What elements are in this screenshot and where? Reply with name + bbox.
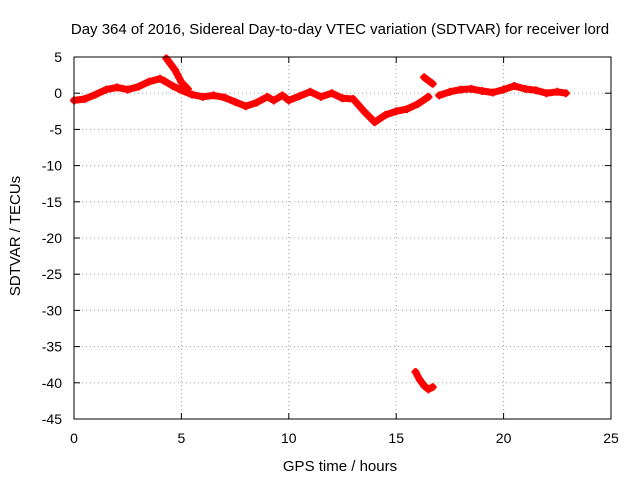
y-tick-label: -20 xyxy=(42,230,62,246)
data-point xyxy=(402,105,411,114)
data-point xyxy=(177,78,186,87)
y-tick-label: 5 xyxy=(54,49,62,65)
data-point xyxy=(561,89,570,98)
y-tick-label: -25 xyxy=(42,266,62,282)
data-point xyxy=(435,91,444,100)
data-point xyxy=(241,102,250,111)
data-point xyxy=(317,92,326,101)
data-point xyxy=(420,381,429,390)
x-axis-label: GPS time / hours xyxy=(283,458,397,475)
x-tick-label: 15 xyxy=(388,430,404,446)
data-point xyxy=(456,85,465,94)
data-point xyxy=(531,86,540,95)
data-point xyxy=(198,92,207,101)
data-point xyxy=(278,91,287,100)
data-point xyxy=(112,83,121,92)
data-point xyxy=(415,375,424,384)
data-point xyxy=(177,86,186,95)
data-point xyxy=(542,89,551,98)
data-trace xyxy=(70,75,432,126)
data-point xyxy=(155,74,164,83)
x-tick-label: 25 xyxy=(603,430,619,446)
data-point xyxy=(327,89,336,98)
axis-ticks: 0 5 10 15 20 25 5 0 -5 -10 -15 -20 -25 -30 -35 -40 -45 xyxy=(42,49,619,446)
data-point xyxy=(359,107,368,116)
y-tick-label: -40 xyxy=(42,375,62,391)
data-point xyxy=(445,87,454,96)
x-tick-label: 0 xyxy=(70,430,78,446)
data-point xyxy=(134,82,143,91)
data-trace xyxy=(162,54,192,93)
x-tick-label: 20 xyxy=(496,430,512,446)
y-tick-label: -35 xyxy=(42,339,62,355)
data-point xyxy=(80,94,89,103)
data-point xyxy=(168,81,177,90)
data-point xyxy=(499,85,508,94)
data-point xyxy=(91,90,100,99)
data-point xyxy=(553,87,562,96)
y-axis-label: SDTVAR / TECUs xyxy=(7,176,24,296)
data-point xyxy=(510,81,519,90)
data-point xyxy=(478,87,487,96)
data-point xyxy=(102,85,111,94)
data-point xyxy=(413,100,422,109)
y-tick-label: -10 xyxy=(42,158,62,174)
x-tick-label: 10 xyxy=(281,430,297,446)
data-point xyxy=(295,92,304,101)
data-point xyxy=(188,90,197,99)
data-point xyxy=(411,367,420,376)
data-point xyxy=(420,73,429,82)
data-point xyxy=(381,110,390,119)
data-point xyxy=(160,76,169,85)
data-point xyxy=(521,84,530,93)
data-point xyxy=(231,97,240,106)
x-tick-label: 5 xyxy=(178,430,186,446)
data-point xyxy=(162,54,171,63)
data-point xyxy=(488,88,497,97)
data-point xyxy=(145,77,154,86)
data-point xyxy=(428,79,437,88)
data-point xyxy=(284,96,293,105)
data-point xyxy=(220,93,229,102)
data-point xyxy=(263,92,272,101)
data-point xyxy=(370,118,379,127)
y-tick-label: -5 xyxy=(50,121,63,137)
data-point xyxy=(424,92,433,101)
y-tick-label: 0 xyxy=(54,85,62,101)
data-point xyxy=(349,94,358,103)
data-point xyxy=(252,98,261,107)
data-point xyxy=(123,85,132,94)
data-series xyxy=(70,54,570,394)
data-point xyxy=(428,383,437,392)
data-point xyxy=(392,107,401,116)
grid-lines xyxy=(74,57,611,419)
data-point xyxy=(183,84,192,93)
y-tick-label: -15 xyxy=(42,194,62,210)
y-tick-label: -30 xyxy=(42,302,62,318)
data-point xyxy=(170,66,179,75)
data-trace xyxy=(420,73,437,88)
data-point xyxy=(306,87,315,96)
data-point xyxy=(424,385,433,394)
y-tick-label: -45 xyxy=(42,411,62,427)
data-point xyxy=(338,94,347,103)
data-point xyxy=(467,84,476,93)
data-point xyxy=(269,96,278,105)
chart-title: Day 364 of 2016, Sidereal Day-to-day VTE… xyxy=(71,21,609,38)
data-point xyxy=(209,91,218,100)
